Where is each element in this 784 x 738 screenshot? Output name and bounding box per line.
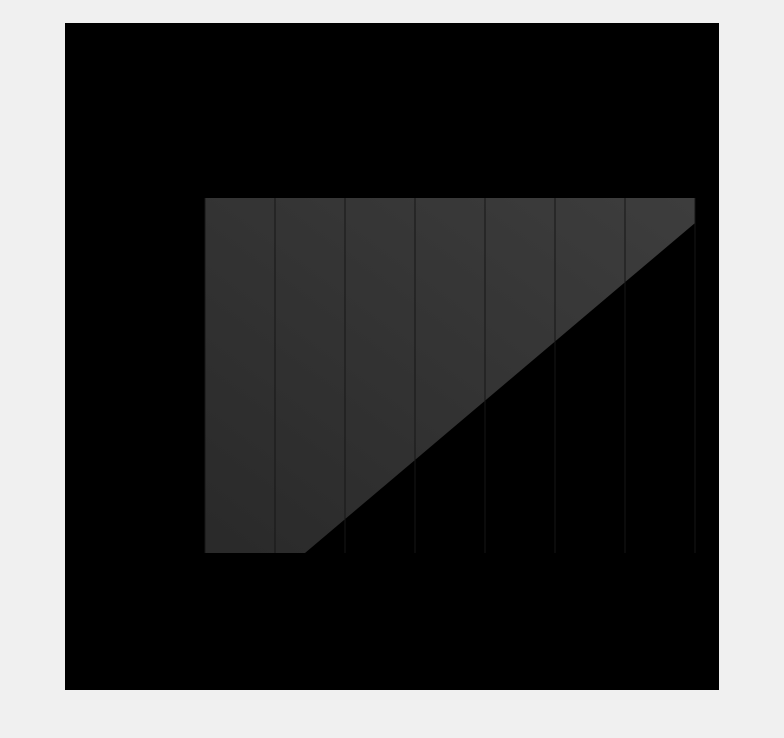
grid-lines <box>204 198 696 553</box>
chart-svg <box>65 23 719 690</box>
chart-card <box>65 23 719 690</box>
shaded-region <box>205 198 695 553</box>
plot-area <box>205 198 695 553</box>
